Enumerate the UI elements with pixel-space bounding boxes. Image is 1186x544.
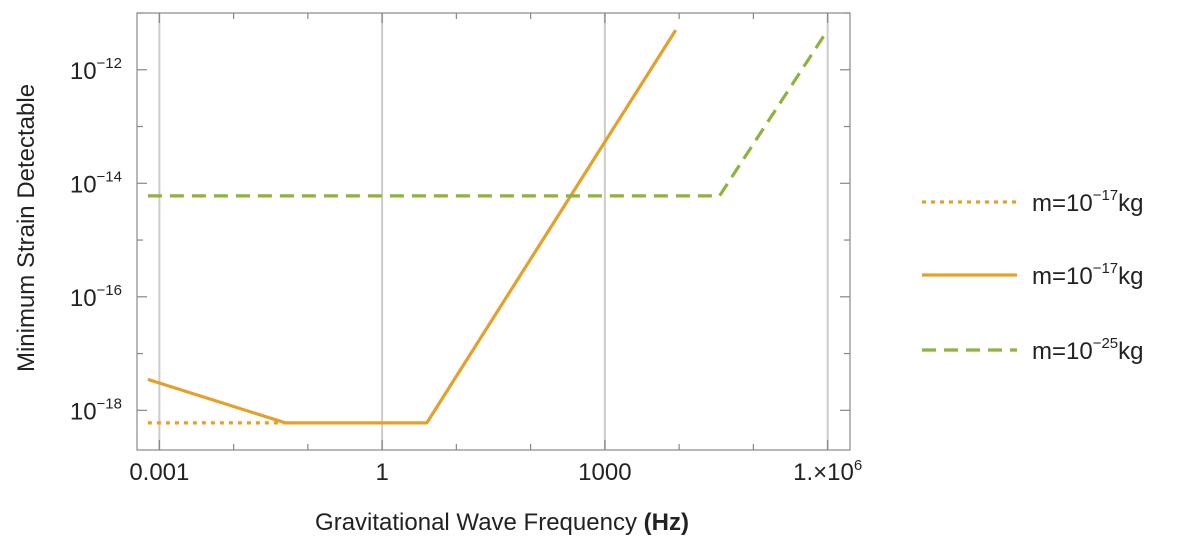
axis-ticks [137, 12, 850, 450]
legend-label-1: m=10−17kg [1032, 260, 1144, 290]
x-tick-label-3: 1.×106 [793, 457, 862, 486]
legend: m=10−17kg m=10−17kg m=10−25kg [922, 187, 1144, 365]
y-tick-label-1: 10−16 [70, 282, 122, 312]
y-tick-label-3: 10−12 [70, 55, 122, 85]
x-tick-label-1: 1 [375, 459, 388, 486]
series-line-1 [147, 29, 678, 425]
y-tick-label-2: 10−14 [70, 168, 122, 198]
y-tick-labels: 10−18 10−16 10−14 10−12 [70, 55, 122, 426]
grid-lines [158, 13, 829, 450]
y-axis-title: Minimum Strain Detectable [13, 84, 40, 372]
legend-label-0: m=10−17kg [1032, 187, 1144, 217]
y-tick-label-0: 10−18 [70, 395, 122, 425]
x-tick-label-0: 0.001 [129, 459, 189, 486]
series-lines [147, 29, 829, 425]
x-tick-labels: 0.001 1 1000 1.×106 [129, 457, 862, 486]
legend-label-2: m=10−25kg [1032, 335, 1144, 365]
plot-frame [136, 12, 851, 451]
series-line-2 [147, 29, 829, 198]
x-tick-label-2: 1000 [578, 459, 631, 486]
x-axis-title: Gravitational Wave Frequency (Hz) [315, 509, 689, 536]
